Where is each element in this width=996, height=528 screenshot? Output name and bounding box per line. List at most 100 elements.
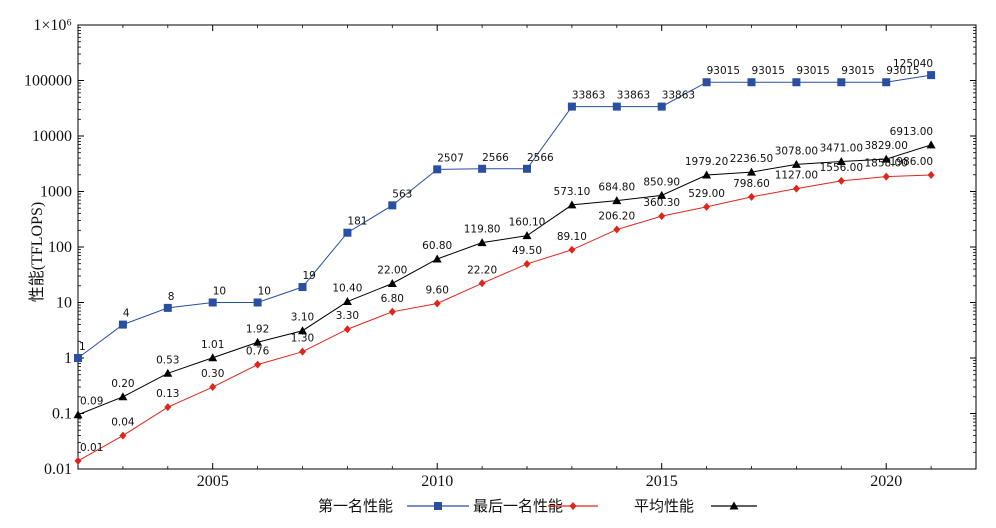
data-point-marker (703, 202, 711, 211)
data-label: 3829.00 (864, 140, 907, 152)
data-point-marker (792, 184, 800, 193)
y-tick-label: 0.1 (52, 406, 72, 423)
x-tick-label: 2015 (646, 473, 678, 490)
y-tick-label: 10 (56, 295, 72, 312)
legend-label: 第一名性能 (318, 497, 393, 515)
data-point-marker (164, 403, 172, 412)
data-labels: 1 4 8 10 10 19 181 563 2507 2566 2566 33863 33863 338… (79, 58, 933, 454)
data-label: 0.53 (156, 354, 179, 366)
data-label: 93015 (841, 65, 874, 77)
data-point-marker (342, 297, 352, 306)
data-label: 1.01 (201, 339, 224, 351)
x-tick-label: 2020 (870, 473, 902, 490)
data-point-marker (387, 278, 397, 287)
data-point-marker (388, 201, 397, 210)
data-label: 1 (79, 341, 86, 353)
data-label: 1.30 (291, 333, 314, 345)
data-label: 93015 (752, 65, 785, 77)
data-label: 125040 (893, 58, 933, 70)
data-label: 2566 (482, 152, 509, 164)
data-point-marker (254, 360, 262, 369)
data-point-marker (567, 200, 577, 209)
data-point-marker (702, 78, 711, 87)
data-label: 8 (168, 291, 175, 303)
data-label: 19 (303, 270, 316, 282)
x-tick-label: 2010 (421, 473, 453, 490)
data-label: 3078.00 (775, 145, 818, 157)
series-line (77, 144, 932, 416)
data-label: 798.60 (733, 178, 770, 190)
y-tick-label: 100 (48, 239, 72, 256)
y-tick-label: 1 (64, 350, 72, 367)
data-label: 60.80 (422, 240, 452, 252)
data-label: 1858.00 (864, 158, 907, 170)
data-label: 10 (213, 286, 226, 298)
data-label: 10 (258, 286, 271, 298)
series-line (77, 174, 932, 462)
y-tick-label: 10000 (32, 128, 72, 145)
data-label: 22.00 (377, 264, 407, 276)
data-label: 360.30 (643, 197, 680, 209)
data-point-marker (253, 298, 262, 307)
y-tick-label: 1×10⁶ (33, 17, 72, 34)
data-point-marker (433, 165, 442, 174)
data-point-marker (658, 212, 666, 221)
data-label: 0.01 (80, 442, 103, 454)
data-point-marker (523, 259, 531, 268)
data-label: 160.10 (509, 217, 546, 229)
data-label: 119.80 (464, 224, 501, 236)
data-point-marker (567, 102, 576, 111)
data-label: 93015 (886, 65, 919, 77)
data-point-marker (478, 279, 486, 288)
data-point-marker (208, 298, 217, 307)
legend-label: 平均性能 (634, 497, 694, 515)
data-point-marker (881, 154, 891, 163)
data-label: 850.90 (643, 176, 680, 188)
data-label: 9.60 (426, 284, 449, 296)
data-label: 6913.00 (890, 126, 933, 138)
data-point-marker (882, 78, 891, 87)
data-label: 0.13 (156, 388, 179, 400)
y-tick-label: 1000 (40, 184, 72, 201)
data-label: 33863 (662, 90, 695, 102)
data-point-marker (298, 283, 307, 292)
y-tick-label: 0.01 (44, 461, 72, 478)
data-point-marker (73, 410, 83, 419)
data-point-marker (74, 354, 82, 362)
data-label: 2566 (527, 152, 554, 164)
data-label: 3471.00 (820, 143, 863, 155)
data-label: 1127.00 (775, 170, 818, 182)
data-label: 1986.00 (890, 156, 933, 168)
legend-marker (434, 502, 442, 510)
data-point-marker (702, 170, 712, 179)
data-point-marker (163, 303, 172, 312)
data-label: 93015 (796, 65, 829, 77)
data-point-marker (568, 245, 576, 254)
data-point-marker (748, 192, 755, 201)
data-label: 22.20 (467, 264, 497, 276)
data-label: 33863 (617, 90, 650, 102)
data-label: 573.10 (554, 186, 591, 198)
y-tick-label: 100000 (24, 73, 72, 90)
data-point-marker (657, 102, 666, 111)
data-label: 529.00 (688, 188, 725, 200)
data-label: 206.20 (598, 211, 635, 223)
data-point-marker (163, 368, 173, 377)
data-point-marker (926, 140, 936, 149)
data-point-marker (882, 172, 890, 181)
data-point-marker (612, 102, 621, 111)
data-point-marker (927, 71, 936, 80)
data-point-marker (433, 299, 441, 308)
data-point-marker (613, 225, 621, 234)
data-point-marker (343, 325, 351, 334)
data-point-marker (343, 228, 352, 237)
data-label: 1979.20 (685, 156, 728, 168)
data-label: 684.80 (598, 182, 635, 194)
y-axis-label: 性能(TFLOPS) (28, 202, 46, 302)
data-label: 181 (347, 216, 367, 228)
data-point-marker (837, 78, 846, 87)
data-label: 0.20 (111, 378, 134, 390)
data-label: 0.30 (201, 368, 224, 380)
data-point-marker (791, 159, 801, 168)
